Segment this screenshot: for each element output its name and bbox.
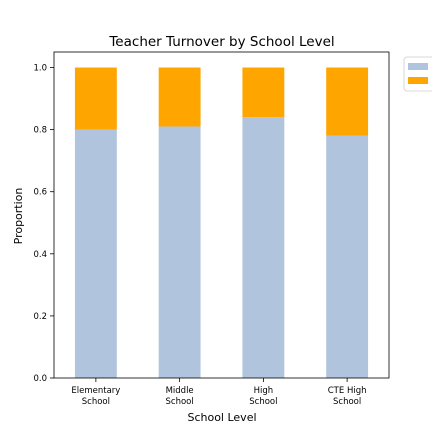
x-tick-label: Elementary <box>71 386 120 396</box>
bar-series2-2 <box>158 67 201 127</box>
bar-series1-1 <box>74 129 117 378</box>
y-tick-label: 0.6 <box>33 188 47 198</box>
x-axis-label: School Level <box>187 411 256 424</box>
x-tick-label: School <box>333 397 361 407</box>
legend-swatch-1 <box>408 63 428 70</box>
x-tick-label: Middle <box>166 386 194 396</box>
bar-series1-2 <box>158 126 201 378</box>
legend <box>403 56 432 92</box>
x-tick-label: High <box>254 386 274 396</box>
y-tick-label: 1.0 <box>33 64 47 74</box>
legend-swatch-2 <box>408 77 428 84</box>
legend-box <box>403 56 432 92</box>
x-tick-label: CTE High <box>328 386 367 396</box>
y-tick-label: 0.0 <box>33 374 47 384</box>
bar-series2-1 <box>74 67 117 130</box>
y-tick-label: 0.8 <box>33 126 47 136</box>
x-tick-label: School <box>249 397 277 407</box>
bar-series2-4 <box>326 67 369 136</box>
x-tick-label: School <box>82 397 110 407</box>
axes-frame <box>53 51 390 379</box>
bar-series1-4 <box>326 135 369 378</box>
plot-area: 0.00.20.40.60.81.0ElementarySchoolMiddle… <box>33 51 390 407</box>
chart-title: Teacher Turnover by School Level <box>108 34 334 50</box>
y-axis-label: Proportion <box>12 188 25 245</box>
bar-series2-3 <box>242 67 285 118</box>
y-tick-label: 0.4 <box>33 250 47 260</box>
x-tick-label: School <box>166 397 194 407</box>
bar-series1-3 <box>242 117 285 378</box>
y-tick-label: 0.2 <box>33 312 47 322</box>
